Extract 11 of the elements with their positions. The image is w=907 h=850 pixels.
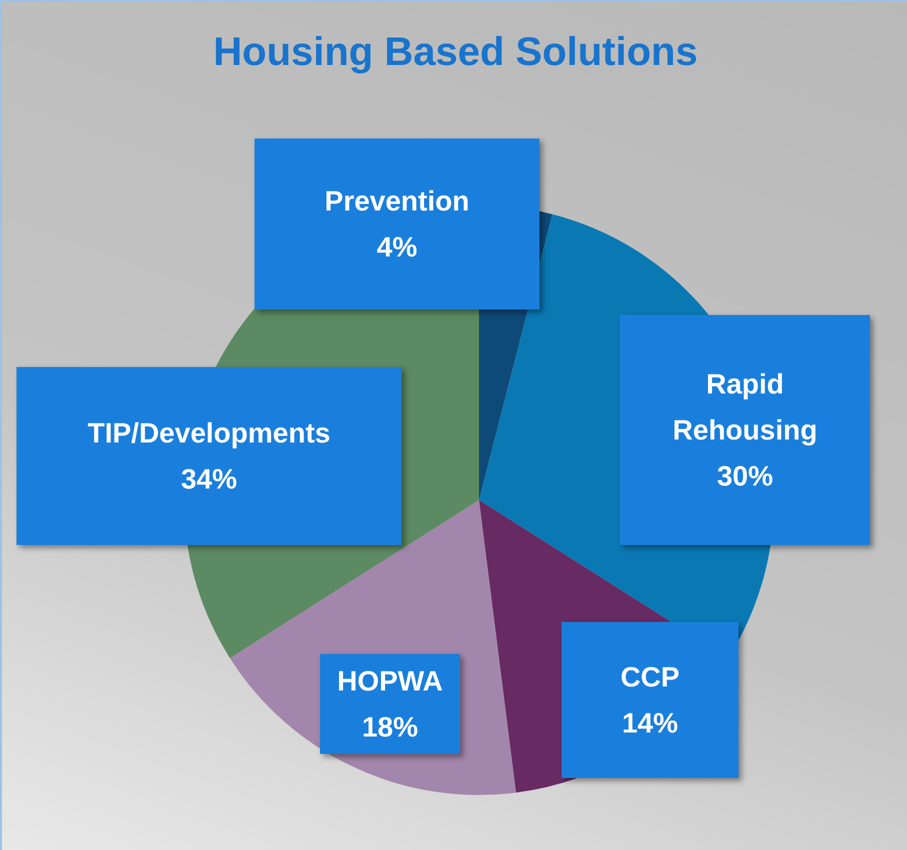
slice-label: HOPWA (337, 665, 443, 696)
data-label: 18% (362, 712, 418, 743)
slice-label: Rapid Rehousing (672, 368, 818, 446)
data-label: 34% (180, 464, 238, 495)
data-label: 30% (716, 460, 774, 492)
chart-title: Housing Based Solutions (212, 30, 699, 75)
data-label: 4% (376, 232, 418, 263)
slice-label: Prevention (324, 185, 470, 216)
slice-label: CCP (620, 661, 680, 692)
data-label: 14% (622, 708, 678, 739)
slice-label: TIP/Developments (88, 417, 330, 448)
